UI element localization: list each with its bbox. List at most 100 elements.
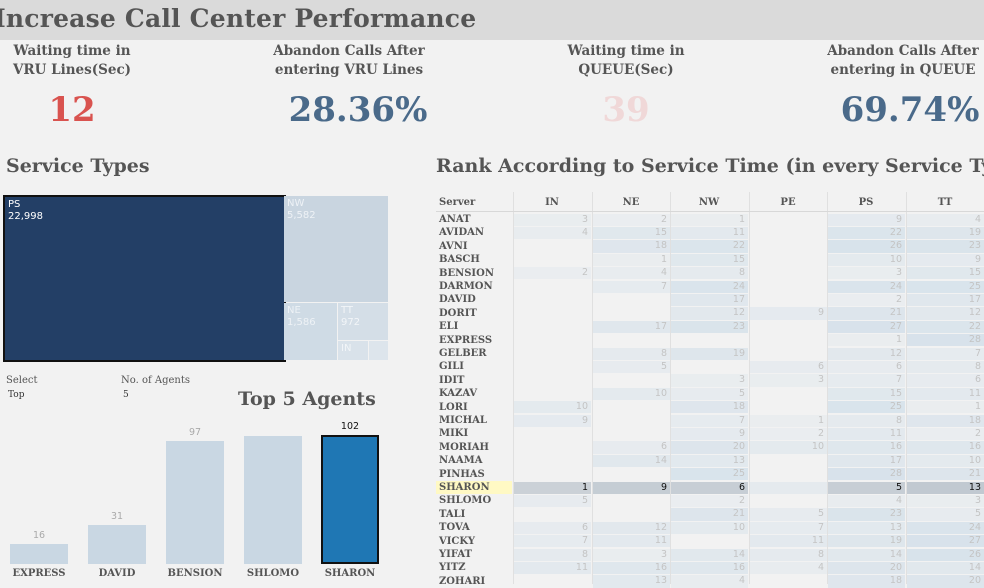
rank-cell[interactable]: 22 <box>671 240 748 253</box>
rank-cell[interactable]: 10 <box>907 454 984 468</box>
rank-cell[interactable] <box>514 281 591 293</box>
rank-cell[interactable]: 7 <box>593 280 670 293</box>
rank-cell[interactable] <box>514 455 591 467</box>
rank-column-header[interactable]: NW <box>698 197 720 208</box>
rank-column-header[interactable]: TT <box>937 197 953 208</box>
rank-cell[interactable]: 6 <box>593 441 670 454</box>
rank-cell[interactable] <box>750 240 827 252</box>
rank-row-server[interactable]: BASCH <box>439 254 480 266</box>
rank-cell[interactable]: 4 <box>514 226 591 240</box>
rank-column-header[interactable]: PS <box>858 197 874 208</box>
rank-cell[interactable]: 10 <box>828 253 905 267</box>
rank-row-server[interactable]: VICKY <box>439 535 475 547</box>
rank-cell[interactable]: 12 <box>671 307 748 320</box>
rank-cell[interactable] <box>514 388 591 400</box>
rank-cell[interactable] <box>750 294 827 306</box>
rank-cell[interactable]: 3 <box>750 374 827 387</box>
rank-cell[interactable]: 4 <box>828 494 905 508</box>
rank-cell[interactable]: 28 <box>828 468 905 481</box>
rank-cell[interactable]: 21 <box>828 307 905 320</box>
rank-cell[interactable]: 20 <box>671 441 748 454</box>
rank-row-server[interactable]: AVIDAN <box>439 227 485 239</box>
rank-cell[interactable]: 6 <box>514 521 591 535</box>
rank-cell[interactable]: 25 <box>907 280 984 293</box>
rank-row-server[interactable]: ELI <box>439 321 459 333</box>
rank-row-server[interactable]: SHARON <box>436 481 512 495</box>
rank-row-server[interactable]: IDIT <box>439 374 465 386</box>
rank-cell[interactable]: 7 <box>671 414 748 427</box>
rank-cell[interactable]: 1 <box>828 334 905 347</box>
kpi-value-vru-wait[interactable]: 12 <box>48 90 96 130</box>
rank-cell[interactable]: 15 <box>671 253 748 267</box>
rank-cell[interactable]: 8 <box>750 548 827 561</box>
rank-row-server[interactable]: DORIT <box>439 307 477 319</box>
rank-cell[interactable]: 13 <box>593 575 670 588</box>
rank-cell[interactable]: 8 <box>907 360 984 374</box>
rank-cell[interactable]: 3 <box>671 374 748 387</box>
treemap-tile-pe[interactable] <box>369 341 388 360</box>
rank-cell[interactable]: 5 <box>828 481 905 494</box>
rank-cell[interactable]: 18 <box>828 575 905 588</box>
rank-cell[interactable] <box>750 348 827 360</box>
rank-cell[interactable]: 24 <box>907 521 984 535</box>
rank-cell[interactable]: 20 <box>907 575 984 588</box>
rank-cell[interactable]: 23 <box>828 508 905 521</box>
rank-cell[interactable]: 17 <box>671 293 748 307</box>
rank-cell[interactable]: 7 <box>750 521 827 535</box>
rank-cell[interactable]: 4 <box>907 213 984 226</box>
rank-cell[interactable]: 26 <box>907 548 984 561</box>
rank-cell[interactable]: 2 <box>907 427 984 441</box>
rank-cell[interactable] <box>593 307 670 319</box>
rank-cell[interactable]: 9 <box>907 253 984 267</box>
rank-cell[interactable]: 19 <box>671 347 748 360</box>
rank-row-server[interactable]: MIKI <box>439 428 469 440</box>
rank-cell[interactable] <box>514 334 591 346</box>
rank-cell[interactable]: 14 <box>828 548 905 561</box>
rank-cell[interactable]: 7 <box>514 535 591 548</box>
rank-cell[interactable] <box>514 575 591 587</box>
rank-cell[interactable]: 1 <box>593 253 670 267</box>
agent-bar[interactable] <box>166 441 224 564</box>
rank-cell[interactable]: 12 <box>593 521 670 535</box>
rank-cell[interactable]: 15 <box>593 226 670 240</box>
rank-cell[interactable]: 24 <box>671 280 748 293</box>
rank-cell[interactable]: 13 <box>671 454 748 468</box>
rank-cell[interactable] <box>593 401 670 413</box>
rank-row-server[interactable]: TALI <box>439 508 466 520</box>
rank-cell[interactable] <box>593 294 670 306</box>
kpi-value-queue-abandon[interactable]: 69.74% <box>840 90 980 130</box>
treemap-tile-ne[interactable]: NE 1,586 <box>284 303 337 360</box>
rank-cell[interactable]: 11 <box>514 561 591 575</box>
kpi-value-queue-wait[interactable]: 39 <box>602 90 650 130</box>
rank-cell[interactable] <box>514 374 591 386</box>
rank-cell[interactable]: 6 <box>671 481 748 494</box>
rank-cell[interactable]: 28 <box>907 334 984 347</box>
rank-cell[interactable]: 25 <box>671 468 748 481</box>
rank-cell[interactable]: 11 <box>671 226 748 240</box>
rank-cell[interactable]: 1 <box>907 401 984 414</box>
rank-cell[interactable] <box>514 240 591 252</box>
rank-cell[interactable]: 2 <box>750 427 827 441</box>
rank-cell[interactable]: 7 <box>907 347 984 360</box>
rank-cell[interactable]: 11 <box>828 427 905 441</box>
rank-cell[interactable] <box>514 441 591 453</box>
rank-cell[interactable]: 4 <box>671 575 748 588</box>
rank-cell[interactable]: 5 <box>907 508 984 521</box>
treemap-tile-tt[interactable]: TT 972 <box>338 303 388 340</box>
rank-row-server[interactable]: GILI <box>439 361 464 373</box>
agents-count-input[interactable]: 5 <box>123 390 129 400</box>
rank-cell[interactable]: 27 <box>907 535 984 548</box>
rank-cell[interactable]: 6 <box>907 374 984 387</box>
rank-cell[interactable] <box>514 468 591 480</box>
rank-cell[interactable]: 8 <box>828 414 905 427</box>
rank-cell[interactable]: 11 <box>750 535 827 548</box>
rank-cell[interactable] <box>593 495 670 507</box>
rank-cell[interactable]: 15 <box>828 387 905 401</box>
rank-cell[interactable]: 21 <box>907 468 984 481</box>
rank-cell[interactable]: 17 <box>593 320 670 334</box>
rank-cell[interactable] <box>593 508 670 520</box>
rank-row-server[interactable]: YITZ <box>439 562 466 574</box>
rank-cell[interactable]: 16 <box>828 441 905 454</box>
rank-cell[interactable] <box>750 254 827 266</box>
rank-column-header[interactable]: IN <box>545 197 559 208</box>
